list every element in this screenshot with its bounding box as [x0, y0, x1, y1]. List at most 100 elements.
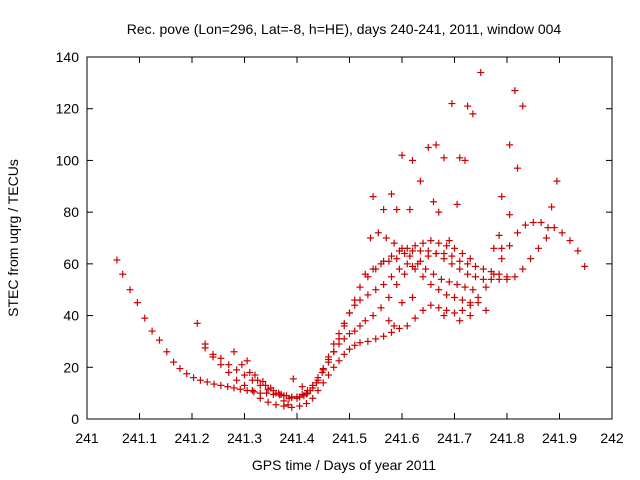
data-point: [458, 250, 466, 258]
data-point: [304, 389, 311, 397]
data-point: [511, 87, 519, 95]
data-point: [458, 306, 466, 314]
data-point: [372, 335, 380, 343]
data-point: [466, 255, 474, 263]
data-point: [553, 177, 561, 185]
data-point: [435, 239, 443, 247]
data-point: [346, 330, 353, 338]
y-tick-label: 20: [63, 359, 79, 375]
data-point: [209, 350, 217, 358]
data-point: [390, 322, 398, 330]
data-point: [503, 273, 511, 281]
data-point: [388, 252, 395, 260]
data-point: [461, 156, 469, 164]
data-point: [155, 336, 163, 344]
data-point: [364, 337, 372, 345]
data-point: [537, 218, 545, 226]
data-point: [409, 247, 416, 255]
data-point: [340, 350, 348, 358]
data-point: [474, 299, 482, 307]
data-point: [550, 224, 558, 232]
data-point: [495, 275, 503, 283]
x-tick-label: 241.8: [489, 430, 524, 446]
data-point: [393, 281, 401, 289]
data-point: [148, 327, 156, 335]
data-point: [325, 358, 332, 366]
data-point: [275, 389, 283, 397]
data-point: [385, 257, 393, 265]
x-tick-label: 241.5: [332, 430, 367, 446]
data-point: [388, 190, 395, 198]
data-point: [340, 322, 348, 330]
data-point: [521, 221, 529, 229]
data-point: [542, 234, 550, 242]
data-point: [440, 154, 448, 162]
data-point: [385, 317, 393, 325]
data-point: [251, 371, 259, 379]
data-point: [335, 357, 343, 365]
data-point: [451, 293, 458, 301]
data-point: [141, 314, 149, 322]
x-tick-label: 241.1: [122, 430, 157, 446]
data-point: [461, 283, 469, 291]
plot-frame: [86, 56, 613, 420]
data-point: [346, 309, 353, 317]
data-point: [479, 275, 487, 283]
data-point: [466, 299, 474, 307]
data-point: [440, 255, 448, 263]
data-point: [264, 398, 272, 406]
data-point: [210, 380, 218, 388]
data-point: [388, 273, 395, 281]
data-point: [445, 278, 453, 286]
x-axis-label: GPS time / Days of year 2011: [252, 457, 436, 473]
data-point: [403, 322, 411, 330]
data-point: [435, 304, 443, 312]
data-point: [443, 291, 451, 299]
data-point: [190, 374, 198, 382]
data-point: [469, 110, 477, 118]
x-tick-label: 241.7: [437, 430, 472, 446]
data-point: [163, 348, 171, 356]
x-tick-label: 241.3: [227, 430, 262, 446]
data-point: [511, 273, 519, 281]
data-point: [243, 357, 251, 365]
data-point: [498, 255, 506, 263]
x-tick-label: 241.2: [174, 430, 209, 446]
data-point: [411, 265, 419, 273]
data-point: [456, 154, 464, 162]
data-point: [456, 257, 464, 265]
data-point: [238, 361, 246, 369]
data-point: [395, 325, 403, 332]
data-point: [435, 208, 443, 216]
data-point: [126, 286, 134, 294]
data-point: [479, 265, 487, 273]
data-point: [369, 193, 377, 201]
data-point: [424, 247, 432, 255]
data-point: [302, 399, 310, 407]
data-point: [225, 361, 233, 369]
data-point: [230, 348, 238, 356]
data-point: [335, 335, 343, 343]
data-point: [482, 306, 490, 314]
data-point: [183, 370, 191, 378]
data-point: [490, 270, 498, 278]
data-point: [566, 237, 574, 245]
data-point: [193, 319, 201, 327]
data-points: [113, 69, 589, 411]
data-point: [380, 332, 388, 340]
data-point: [318, 368, 326, 376]
data-point: [495, 231, 503, 239]
data-point: [558, 229, 566, 237]
data-point: [456, 317, 464, 325]
data-point: [262, 381, 269, 389]
data-point: [256, 394, 264, 402]
data-point: [361, 317, 369, 325]
data-point: [267, 384, 275, 392]
data-point: [443, 306, 451, 314]
data-point: [241, 381, 248, 389]
data-point: [298, 383, 306, 391]
data-point: [325, 371, 332, 379]
data-point: [464, 260, 472, 268]
data-point: [248, 387, 256, 395]
data-point: [224, 383, 232, 391]
